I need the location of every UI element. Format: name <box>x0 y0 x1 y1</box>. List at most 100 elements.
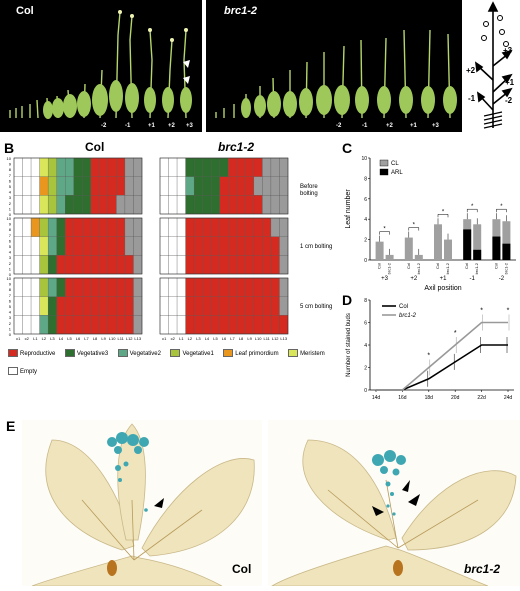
grid-cell <box>211 157 220 177</box>
grid-cell <box>39 176 49 196</box>
brc1-axil-label-2: -1 <box>362 123 368 129</box>
panel-a-schematic <box>466 0 520 134</box>
grid-cell <box>159 217 169 237</box>
significance-bracket <box>496 208 507 213</box>
grid-cell <box>30 236 40 256</box>
grid-cell <box>124 315 134 335</box>
panel-b-brc1-title: brc1-2 <box>218 140 255 154</box>
y-tick-label: 8 <box>9 227 12 232</box>
y-tick-label: 3 <box>9 195 12 200</box>
y-tick-label: 6 <box>364 197 367 203</box>
grid-cell <box>253 195 263 215</box>
grid-cell <box>219 255 229 275</box>
y-tick-label: 4 <box>9 190 12 195</box>
grid-cell <box>185 315 195 335</box>
grid-cell <box>22 157 32 177</box>
grid-cell <box>228 176 237 196</box>
y-tick-label: 2 <box>364 238 367 244</box>
grid-cell <box>193 315 203 335</box>
grid-cell <box>193 277 203 297</box>
grid-cell <box>159 195 169 215</box>
grid-cell <box>99 255 109 275</box>
grid-cell <box>202 217 212 237</box>
significance-star: * <box>454 330 457 337</box>
grid-cell <box>73 277 83 297</box>
x-tick-label: L9 <box>101 336 106 341</box>
grid-cell <box>202 296 212 316</box>
grid-cell <box>90 277 100 297</box>
y-tick-label: 2 <box>9 261 12 266</box>
grid-cell <box>279 217 289 237</box>
grid-cell <box>30 296 40 316</box>
grid-cell <box>253 255 263 275</box>
grid-cell <box>236 277 246 297</box>
panel-e-col-photo <box>22 420 262 587</box>
y-tick-label: 2 <box>364 366 367 372</box>
grid-cell <box>47 255 57 275</box>
y-tick-label: 1 <box>9 266 12 271</box>
schematic-label-3: +1 <box>505 78 515 87</box>
grid-cell <box>13 195 23 215</box>
y-tick-label: 8 <box>9 287 12 292</box>
col-axil-label-5: +3 <box>186 123 193 129</box>
grid-cell <box>262 255 272 275</box>
legend-swatch <box>64 349 75 358</box>
grid-cell <box>193 217 203 237</box>
grid-cell <box>13 157 23 177</box>
category-label: +2 <box>410 276 418 282</box>
panel-b-label: B <box>4 140 15 156</box>
grid-cell <box>82 157 91 177</box>
bar-cl <box>385 254 394 260</box>
grid-cell <box>133 157 143 177</box>
x-tick-label: 16d <box>398 395 407 401</box>
bar-arl <box>492 236 501 260</box>
grid-cell <box>116 296 126 316</box>
panel-e-label: E <box>6 418 16 434</box>
grid-cell <box>107 255 117 275</box>
grid-cell <box>262 296 272 316</box>
grid-cell <box>211 176 220 196</box>
x-tick-label: L8 <box>239 336 244 341</box>
grid-cell <box>211 195 220 215</box>
significance-bracket <box>379 231 390 235</box>
grid-cell <box>107 236 117 256</box>
x-tick-label: L2 <box>188 336 193 341</box>
panel-b-col-title: Col <box>85 140 105 154</box>
grid-cell <box>159 236 169 256</box>
grid-cell <box>219 157 229 177</box>
y-tick-label: 8 <box>364 176 367 182</box>
significance-star: * <box>480 308 483 315</box>
schematic-label-1: +3 <box>503 46 513 55</box>
brc1-axil-label-3: +2 <box>386 123 393 129</box>
grid-cell <box>73 315 83 335</box>
grid-cell <box>116 236 126 256</box>
grid-cell <box>202 315 212 335</box>
grid-cell <box>185 236 195 256</box>
col-axil-label-1: -2 <box>101 123 107 129</box>
grid-cell <box>176 315 186 335</box>
grid-cell <box>47 195 57 215</box>
grid-cell <box>99 176 109 196</box>
x-tick-label: L1 <box>33 336 38 341</box>
grid-cell <box>56 296 66 316</box>
grid-cell <box>124 157 134 177</box>
grid-cell <box>73 195 83 215</box>
significance-star: * <box>471 204 474 210</box>
grid-cell <box>279 296 289 316</box>
grid-cell <box>211 236 220 256</box>
y-tick-label: 10 <box>361 156 367 162</box>
panel-b-legend: Reproductive Vegetative3 Vegetative2 Veg… <box>8 342 338 378</box>
bar-label: brc1-2 <box>445 262 450 274</box>
x-tick-label: L6 <box>222 336 227 341</box>
brc1-axil-label-5: +3 <box>432 123 439 129</box>
series-line <box>376 344 508 391</box>
schematic-label-5: -2 <box>505 96 513 105</box>
grid-cell <box>39 236 49 256</box>
grid-cell <box>99 195 109 215</box>
x-tick-label: c2 <box>171 336 176 341</box>
y-tick-label: 0 <box>9 332 12 337</box>
significance-star: * <box>383 227 386 233</box>
grid-cell <box>116 176 126 196</box>
col-axil-label-4: +2 <box>168 123 175 129</box>
